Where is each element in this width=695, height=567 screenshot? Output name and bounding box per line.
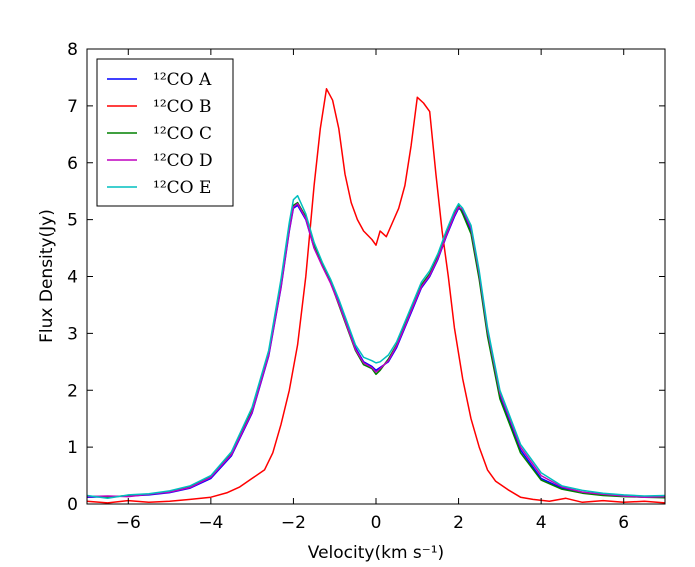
y-tick-label: 3 [67,324,78,344]
x-tick-label: 4 [536,513,547,533]
legend-label: ¹²CO A [153,70,212,90]
y-tick-label: 1 [67,438,78,458]
y-tick-label: 8 [67,40,78,60]
x-tick-label: −6 [116,513,141,533]
legend-label: ¹²CO C [153,124,212,144]
y-tick-label: 6 [67,154,78,174]
legend-label: ¹²CO D [153,151,213,171]
x-tick-label: −4 [198,513,223,533]
tick-layer: −6 −4 −2 0 2 4 6 0 1 2 3 4 5 6 7 8 [67,40,665,533]
legend: ¹²CO A ¹²CO B ¹²CO C ¹²CO D ¹²CO E [96,58,234,207]
series-line-d [86,202,666,498]
y-tick-label: 5 [67,211,78,231]
y-axis-label: Flux Density(Jy) [37,209,57,343]
y-tick-label: 2 [67,381,78,401]
series-line-e [86,194,666,500]
x-tick-label: 6 [618,513,629,533]
legend-label: ¹²CO B [153,97,211,117]
series-line-b [86,88,666,504]
x-tick-label: −2 [281,513,306,533]
legend-label: ¹²CO E [153,178,211,198]
x-axis-label: Velocity(km s⁻¹) [308,543,444,563]
x-tick-label: 0 [371,513,382,533]
y-tick-label: 0 [67,495,78,515]
x-tick-label: 2 [453,513,464,533]
series-layer [86,88,666,504]
y-tick-label: 4 [67,268,78,288]
y-tick-label: 7 [67,97,78,117]
